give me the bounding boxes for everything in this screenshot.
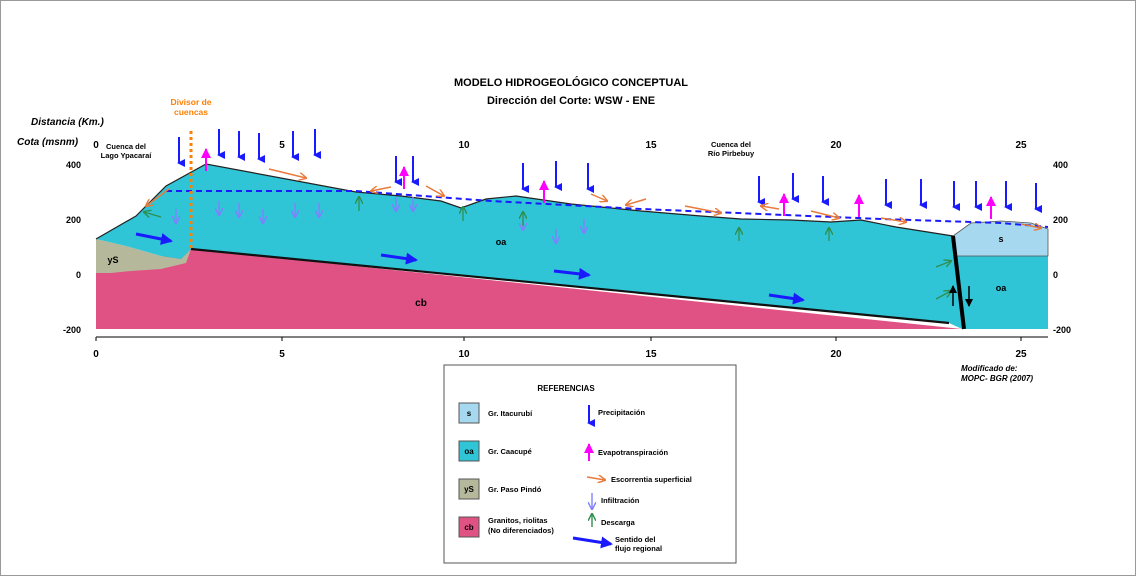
unit-label-cb: cb <box>415 298 427 309</box>
runoff-arrow <box>146 188 170 206</box>
west-basin-label-1: Cuenca del <box>106 142 146 151</box>
discharge-arrow <box>144 212 162 217</box>
elevation-axis-label: Cota (msnm) <box>17 137 79 148</box>
runoff-arrow <box>810 210 839 218</box>
contact-oa-cb <box>190 247 950 325</box>
runoff-arrow <box>1020 224 1041 228</box>
runoff-arrow <box>761 206 780 209</box>
east-basin-label-1: Cuenca del <box>711 140 751 149</box>
legend-flow-arrow <box>572 536 613 549</box>
legend-label-s: Gr. Itacurubí <box>488 409 533 418</box>
divide-label-1: Divisor de <box>170 97 211 107</box>
legend-label-oa: Gr. Caacupé <box>488 447 532 456</box>
x-tick-label-bottom: 0 <box>93 349 99 360</box>
x-tick-label-top: 15 <box>645 140 657 151</box>
legend-code-ys: yS <box>464 485 474 494</box>
x-tick-label-bottom: 15 <box>645 349 657 360</box>
y-tick-label-right: -200 <box>1053 325 1071 335</box>
runoff-arrow <box>590 193 607 201</box>
discharge-arrow <box>935 291 951 300</box>
unit-label-oa-east: oa <box>996 283 1007 293</box>
runoff-arrow <box>626 198 647 205</box>
runoff-arrow <box>425 185 444 196</box>
credit-line-1: Modificado de: <box>961 364 1018 373</box>
y-tick-label-left: 0 <box>76 270 81 280</box>
legend-precip-label: Precipitación <box>598 408 646 417</box>
legend-infil-label: Infiltración <box>601 496 640 505</box>
x-tick-label-top: 20 <box>830 140 842 151</box>
legend-title: REFERENCIAS <box>537 384 595 393</box>
runoff-arrow <box>268 168 306 178</box>
divide-label-2: cuencas <box>174 107 208 117</box>
unit-cb-granites <box>96 249 962 329</box>
regional-flow-arrow <box>553 267 591 280</box>
legend-label-cb-1: Granitos, riolitas <box>488 516 548 525</box>
runoff-arrow <box>880 218 906 222</box>
runoff-arrow <box>684 205 721 213</box>
fault-line <box>951 235 966 330</box>
axis-ticks: 0 0 5 5 10 10 15 15 20 20 25 25 400 400 200 200 0 0 -200 -2… <box>63 140 1071 360</box>
x-tick-label-top: 5 <box>279 140 285 151</box>
figure-subtitle: Dirección del Corte: WSW - ENE <box>487 95 655 107</box>
unit-oa-east-block <box>956 256 1048 329</box>
x-tick-label-top: 0 <box>93 140 99 151</box>
legend-swatch-s <box>458 402 480 424</box>
figure-title: MODELO HIDROGEOLÓGICO CONCEPTUAL <box>454 76 688 89</box>
legend-flow-label-1: Sentido del <box>615 535 655 544</box>
regional-flow-arrow <box>380 252 418 265</box>
unit-label-s: s <box>998 234 1003 244</box>
y-tick-label-left: 200 <box>66 215 81 225</box>
legend-swatch-ys <box>458 478 480 500</box>
x-tick-label-bottom: 10 <box>458 349 470 360</box>
distance-axis-label: Distancia (Km.) <box>31 117 104 128</box>
unit-label-oa: oa <box>496 237 507 247</box>
unit-oa-caacupe <box>96 164 962 329</box>
legend-flow-label-2: flujo regional <box>615 544 662 553</box>
unit-ys-paso-pindo <box>96 239 191 273</box>
legend-swatch-cb <box>458 516 480 538</box>
legend-evapo-label: Evapotranspiración <box>598 448 668 457</box>
legend-code-s: s <box>467 409 472 418</box>
x-tick-label-top: 25 <box>1015 140 1027 151</box>
legend-box <box>443 364 737 564</box>
y-tick-label-right: 0 <box>1053 270 1058 280</box>
regional-flow-arrow <box>768 292 805 305</box>
x-tick-label-bottom: 5 <box>279 349 285 360</box>
legend-runoff-arrow <box>586 477 605 480</box>
x-tick-label-bottom: 20 <box>830 349 842 360</box>
legend-label-cb-2: (No diferenciados) <box>488 526 554 535</box>
west-basin-label-2: Lago Ypacaraí <box>101 151 153 160</box>
legend-discharge-label: Descarga <box>601 518 636 527</box>
legend-code-oa: oa <box>464 447 474 456</box>
legend-code-cb: cb <box>464 523 473 532</box>
unit-label-ys: yS <box>107 255 118 265</box>
x-tick-label-top: 10 <box>458 140 470 151</box>
legend-runoff-label: Escorrentia superficial <box>611 475 692 484</box>
regional-flow-arrow <box>135 232 173 245</box>
discharge-arrow <box>935 261 951 268</box>
legend-swatch-oa <box>458 440 480 462</box>
runoff-arrow <box>371 187 392 191</box>
legend: REFERENCIAS s Gr. Itacurubí oa Gr. Caacu… <box>443 364 737 564</box>
east-basin-label-2: Río Pirbebuy <box>708 149 755 158</box>
y-tick-label-left: 400 <box>66 160 81 170</box>
legend-label-ys: Gr. Paso Pindó <box>488 485 542 494</box>
process-arrows <box>135 129 1041 307</box>
y-tick-label-left: -200 <box>63 325 81 335</box>
y-tick-label-right: 400 <box>1053 160 1068 170</box>
y-tick-label-right: 200 <box>1053 215 1068 225</box>
credit-line-2: MOPC- BGR (2007) <box>961 374 1033 383</box>
x-tick-label-bottom: 25 <box>1015 349 1027 360</box>
